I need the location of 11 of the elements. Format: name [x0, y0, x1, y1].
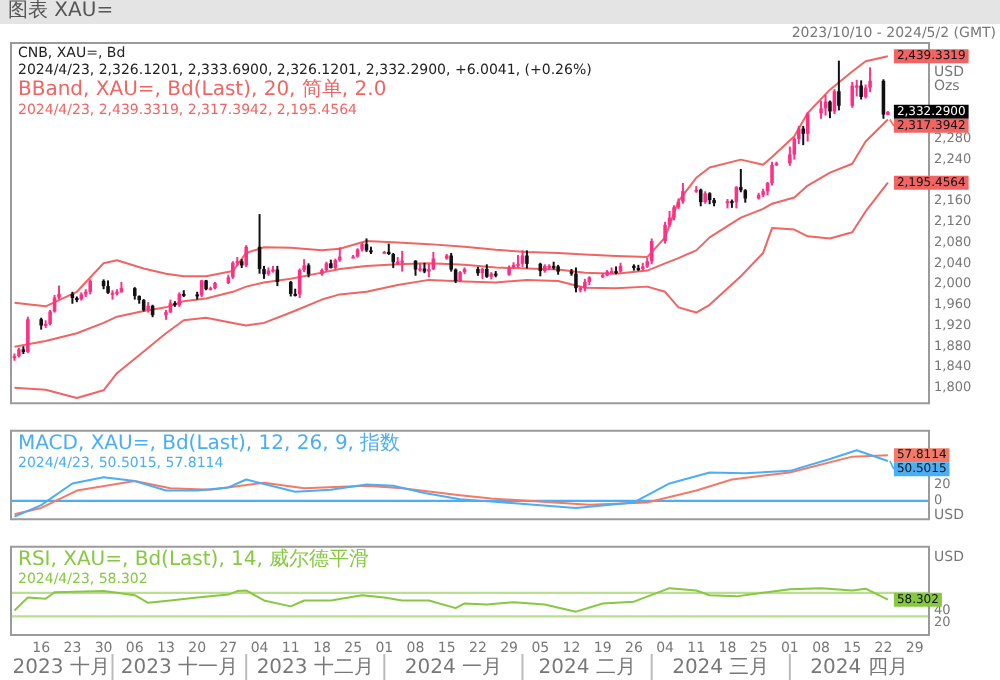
- text: 2024 一月: [404, 657, 503, 680]
- text: 2024 三月: [672, 657, 770, 680]
- text: 2024 四月: [810, 657, 908, 680]
- text: 2024 二月: [538, 657, 636, 680]
- text: BBand, XAU=, Bd(Last), 20, 简单, 2.0: [18, 77, 387, 102]
- series-label: RSI, XAU=, Bd(Last), 14, 威尔德平滑: [18, 546, 370, 571]
- text: 2023 十月: [12, 655, 110, 680]
- text: 2023 十一月: [120, 655, 238, 680]
- series-label: MACD, XAU=, Bd(Last), 12, 26, 9, 指数: [18, 430, 401, 455]
- text: 2023 十二月: [256, 655, 374, 680]
- chart-title: 图表 XAU=: [0, 0, 1000, 24]
